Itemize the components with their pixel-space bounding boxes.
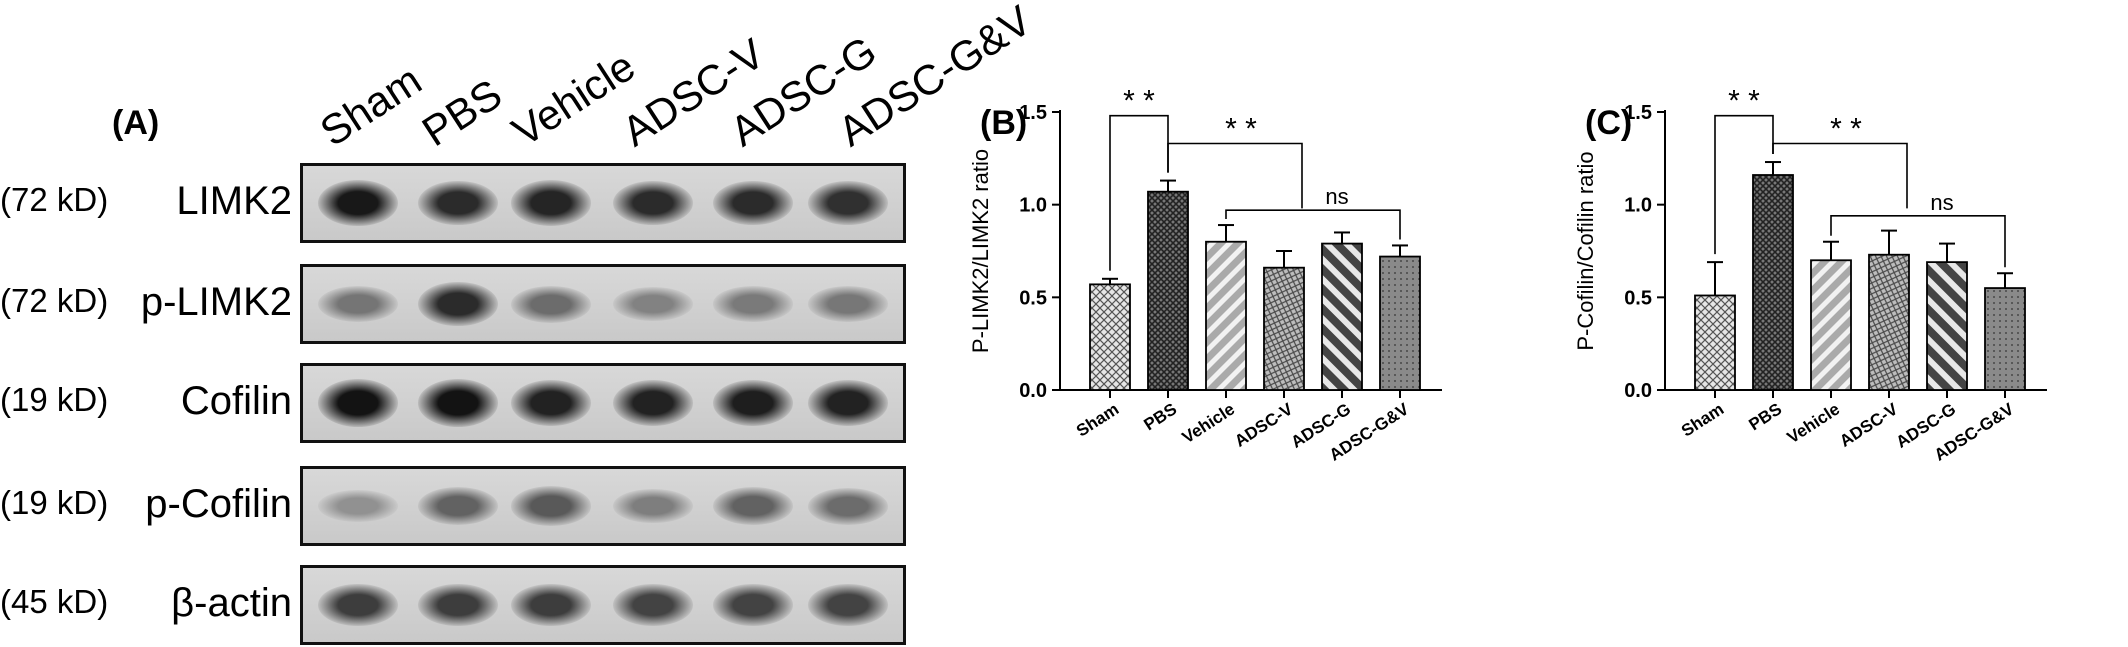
- blot-band: [808, 180, 888, 225]
- blot-band: [418, 180, 498, 226]
- bar: [1984, 287, 2026, 391]
- kd-label: (72 kD): [0, 282, 109, 319]
- chart-c: P-Cofilin/Cofilin ratio 0.0 0.5 1.0 1.5 Sham P…: [1573, 85, 2047, 465]
- protein-label: β-actin: [171, 581, 292, 625]
- blot-band: [318, 179, 398, 227]
- y-tick-label: 0.5: [1624, 287, 1652, 309]
- bar: [1868, 253, 1910, 391]
- y-tick-label: 1.5: [1624, 102, 1652, 124]
- x-tick-label: PBS: [1746, 399, 1786, 434]
- blot-band: [808, 286, 888, 322]
- significance-bracket: [1772, 142, 1908, 209]
- blot-band: [613, 584, 693, 626]
- significance-label: ns: [1325, 184, 1348, 209]
- lane-label: Vehicle: [503, 41, 644, 156]
- blot-band: [713, 584, 793, 626]
- bar: [1321, 242, 1363, 391]
- blot-strip: [300, 264, 906, 344]
- bar: [1089, 283, 1131, 391]
- blot-band: [318, 286, 398, 322]
- blot-strip: [300, 163, 906, 243]
- blot-band: [318, 379, 398, 427]
- blot-band: [613, 286, 693, 322]
- bar: [1752, 174, 1794, 391]
- blot-band: [713, 379, 793, 427]
- bar: [1263, 266, 1305, 391]
- protein-label: p-Cofilin: [145, 482, 292, 526]
- bar: [1379, 255, 1421, 391]
- blot-band: [808, 380, 888, 426]
- blot-band: [713, 486, 793, 526]
- protein-label: p-LIMK2: [140, 280, 292, 324]
- x-tick-label: ADSC-V: [1836, 399, 1902, 451]
- y-axis-label: P-Cofilin/Cofilin ratio: [1573, 151, 1598, 350]
- x-tick-label: Sham: [1678, 399, 1727, 440]
- significance-bracket: [1830, 214, 2006, 268]
- x-tick-label: PBS: [1141, 399, 1181, 434]
- blot-band: [418, 486, 498, 526]
- blot-band: [808, 487, 888, 525]
- y-axis-label: P-LIMK2/LIMK2 ratio: [968, 149, 993, 353]
- bar: [1926, 261, 1968, 391]
- blot-band: [511, 285, 591, 323]
- significance-label: ns: [1930, 190, 1953, 215]
- kd-label: (19 kD): [0, 484, 109, 521]
- bar: [1810, 259, 1852, 391]
- y-tick-label: 1.0: [1019, 195, 1047, 217]
- significance-bracket: [1225, 209, 1401, 240]
- significance-label: * *: [1225, 113, 1257, 146]
- lane-label: PBS: [413, 69, 510, 156]
- kd-label: (45 kD): [0, 583, 109, 620]
- blot-band: [613, 380, 693, 426]
- panel-c-label: (C): [1585, 104, 1633, 142]
- bar: [1205, 240, 1247, 391]
- blot-band: [418, 583, 498, 627]
- blot-band: [511, 583, 591, 627]
- significance-label: * *: [1123, 85, 1155, 118]
- significance-bracket: [1714, 114, 1774, 255]
- blot-strip: [300, 363, 906, 443]
- blot-band: [318, 583, 398, 627]
- lane-label: Sham: [311, 55, 430, 156]
- protein-label: LIMK2: [176, 179, 292, 223]
- blot-band: [613, 488, 693, 524]
- y-tick-label: 0.0: [1019, 380, 1047, 402]
- kd-label: (72 kD): [0, 181, 109, 218]
- panel-b-label: (B): [980, 104, 1028, 142]
- y-tick-label: 1.0: [1624, 195, 1652, 217]
- x-tick-label: Sham: [1073, 399, 1122, 440]
- protein-label: Cofilin: [180, 379, 292, 423]
- blot-band: [713, 286, 793, 322]
- x-tick-label: Vehicle: [1784, 399, 1844, 447]
- blot-band: [418, 379, 498, 427]
- blot-band: [613, 180, 693, 226]
- significance-label: * *: [1728, 85, 1760, 118]
- blot-band: [318, 489, 398, 523]
- x-tick-label: ADSC-V: [1231, 399, 1297, 451]
- significance-bracket: [1167, 142, 1303, 209]
- kd-label: (19 kD): [0, 381, 109, 418]
- blot-band: [511, 380, 591, 426]
- blot-band: [511, 486, 591, 526]
- blot-band: [511, 180, 591, 226]
- panel-a-label: (A): [112, 104, 160, 142]
- blot-strip: [300, 466, 906, 546]
- blot-band: [713, 180, 793, 226]
- blot-band: [418, 281, 498, 327]
- blot-band: [808, 584, 888, 626]
- y-tick-label: 1.5: [1019, 102, 1047, 124]
- chart-b: P-LIMK2/LIMK2 ratio 0.0 0.5 1.0 1.5 Sham PBSVe…: [968, 85, 1442, 465]
- bar: [1694, 294, 1736, 391]
- blot-strip: [300, 565, 906, 645]
- significance-label: * *: [1830, 113, 1862, 146]
- y-tick-label: 0.5: [1019, 287, 1047, 309]
- x-tick-label: Vehicle: [1179, 399, 1239, 447]
- y-tick-label: 0.0: [1624, 380, 1652, 402]
- bar: [1147, 190, 1189, 391]
